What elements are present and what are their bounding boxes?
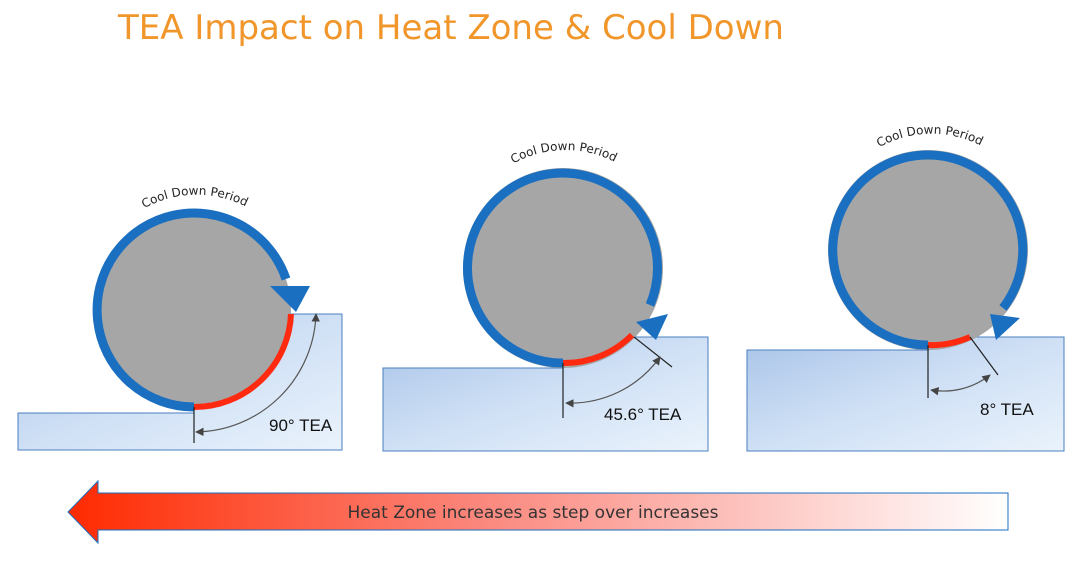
workpiece-block: [746, 336, 1065, 452]
cool-down-arc: [92, 208, 291, 412]
tea-label: 8° TEA: [980, 400, 1034, 419]
panel-90-tea: Cool Down Period 90° TEA: [17, 184, 343, 451]
tea-angle-arrow: [930, 374, 991, 396]
cool-down-label: Cool Down Period: [874, 123, 985, 150]
cool-down-arrow-head: [270, 286, 310, 312]
tea-angle-arrow: [565, 356, 661, 408]
cool-down-arrow-head: [636, 314, 668, 340]
cool-down-label: Cool Down Period: [139, 184, 250, 211]
cutter-circle: [463, 168, 663, 368]
cool-down-label: Cool Down Period: [508, 139, 619, 166]
heat-zone-arc: [927, 334, 972, 349]
cutter-circle: [828, 150, 1028, 350]
cool-down-arrow-head: [990, 314, 1020, 340]
contact-line: [633, 336, 673, 368]
cool-down-arc: [463, 168, 662, 368]
heat-zone-arrow-label: Heat Zone increases as step over increas…: [347, 503, 718, 523]
heat-zone-arrow: Heat Zone increases as step over increas…: [67, 479, 1009, 545]
contact-line: [969, 336, 999, 376]
tea-label: 45.6° TEA: [604, 405, 682, 424]
tea-label: 90° TEA: [269, 416, 333, 435]
panel-8-tea: Cool Down Period 8° TEA: [746, 123, 1065, 452]
panel-45-6-tea: Cool Down Period 45.6° TEA: [382, 139, 709, 452]
cool-down-arc: [828, 150, 1028, 350]
tea-angle-arrow: [195, 313, 320, 437]
page-title: TEA Impact on Heat Zone & Cool Down: [118, 8, 784, 48]
heat-zone-arrow-shape: [67, 479, 1009, 545]
